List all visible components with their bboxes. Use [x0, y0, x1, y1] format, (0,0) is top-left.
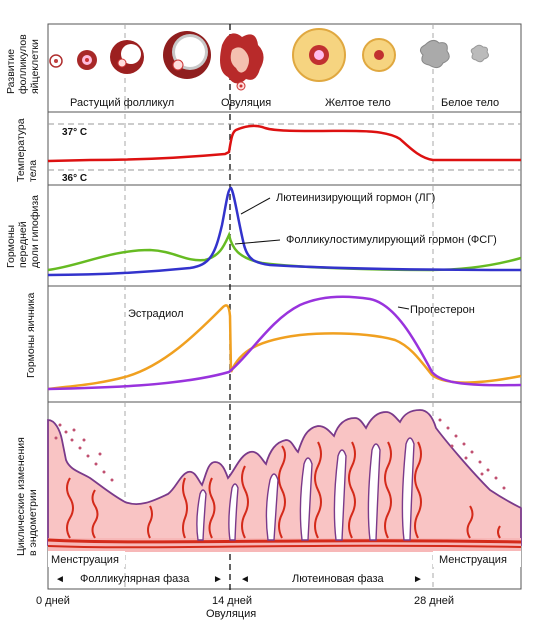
follicular-arrow-right: ► — [213, 574, 223, 585]
endometrium-tissue — [47, 409, 522, 546]
svg-text:Развитие фолликулов: Развитие фолликулов яйцеклетки — [5, 31, 41, 94]
row-label-temperature: Температура тела — [15, 115, 39, 182]
day-14-sublabel: Овуляция — [206, 608, 256, 620]
label-white-body: Белое тело — [441, 97, 499, 109]
corpus-luteum-icon — [292, 28, 346, 82]
follicle-small-icon — [49, 54, 63, 68]
day-0-label: 0 дней — [36, 595, 70, 607]
progesterone-pointer — [397, 306, 410, 310]
corpus-albicans-small-icon — [470, 44, 489, 63]
menstruation-right-box — [433, 551, 521, 567]
svg-text:Гормоны передней д: Гормоны передней доли гипофиза — [5, 195, 41, 268]
temp-36-label: 36° C — [62, 173, 87, 184]
progesterone-curve — [47, 295, 522, 391]
svg-text:Циклические изменения в: Циклические изменения в эндометрии — [15, 434, 39, 556]
estradiol-label: Эстрадиол — [128, 308, 184, 320]
follicle-antral-icon — [110, 40, 144, 74]
follicular-arrow-left: ◄ — [55, 574, 65, 585]
day-14-label: 14 дней — [212, 595, 252, 607]
endometrium-illustration — [47, 409, 522, 552]
lh-label: Лютеинизирующий гормон (ЛГ) — [276, 192, 435, 204]
label-ovulation: Овуляция — [221, 97, 271, 109]
follicle-mature-icon — [163, 31, 211, 79]
label-growing-follicle: Растущий фолликул — [70, 97, 174, 109]
menstruation-right-label: Менструация — [439, 554, 507, 566]
fsh-pointer — [234, 239, 281, 245]
fsh-label: Фолликулостимулирующий гормон (ФСГ) — [286, 234, 497, 246]
corpus-albicans-large-icon — [419, 39, 450, 69]
row-label-follicle: Развитие фолликулов яйцеклетки — [5, 31, 41, 94]
progesterone-label: Прогестерон — [410, 304, 475, 316]
luteal-arrow-right: ► — [413, 574, 423, 585]
luteal-phase-label: Лютеиновая фаза — [292, 573, 385, 585]
follicle-stage-images — [49, 28, 489, 91]
svg-text:Температура тела: Температура тела — [15, 115, 39, 182]
luteal-arrow-left: ◄ — [240, 574, 250, 585]
temp-37-label: 37° C — [62, 127, 87, 138]
day-28-label: 28 дней — [414, 595, 454, 607]
menstruation-left-label: Менструация — [51, 554, 119, 566]
row-label-ovary: Гормоны яичника — [25, 293, 37, 378]
svg-text:Гормоны яичника: Гормоны яичника — [25, 293, 37, 378]
label-yellow-body: Желтое тело — [325, 97, 391, 109]
panel-temperature — [47, 111, 522, 186]
follicle-medium-icon — [77, 50, 97, 70]
row-label-pituitary: Гормоны передней доли гипофиза — [5, 195, 41, 268]
follicular-phase-label: Фолликулярная фаза — [80, 573, 190, 585]
lh-curve — [47, 186, 522, 277]
temperature-curve — [47, 124, 521, 163]
menstruation-left-box — [48, 551, 125, 567]
estradiol-curve — [47, 304, 522, 391]
ovulating-follicle-icon — [220, 33, 264, 91]
row-label-endometrium: Циклические изменения в эндометрии — [15, 434, 39, 556]
lh-pointer — [240, 197, 271, 215]
corpus-luteum-regressing-icon — [362, 38, 396, 72]
